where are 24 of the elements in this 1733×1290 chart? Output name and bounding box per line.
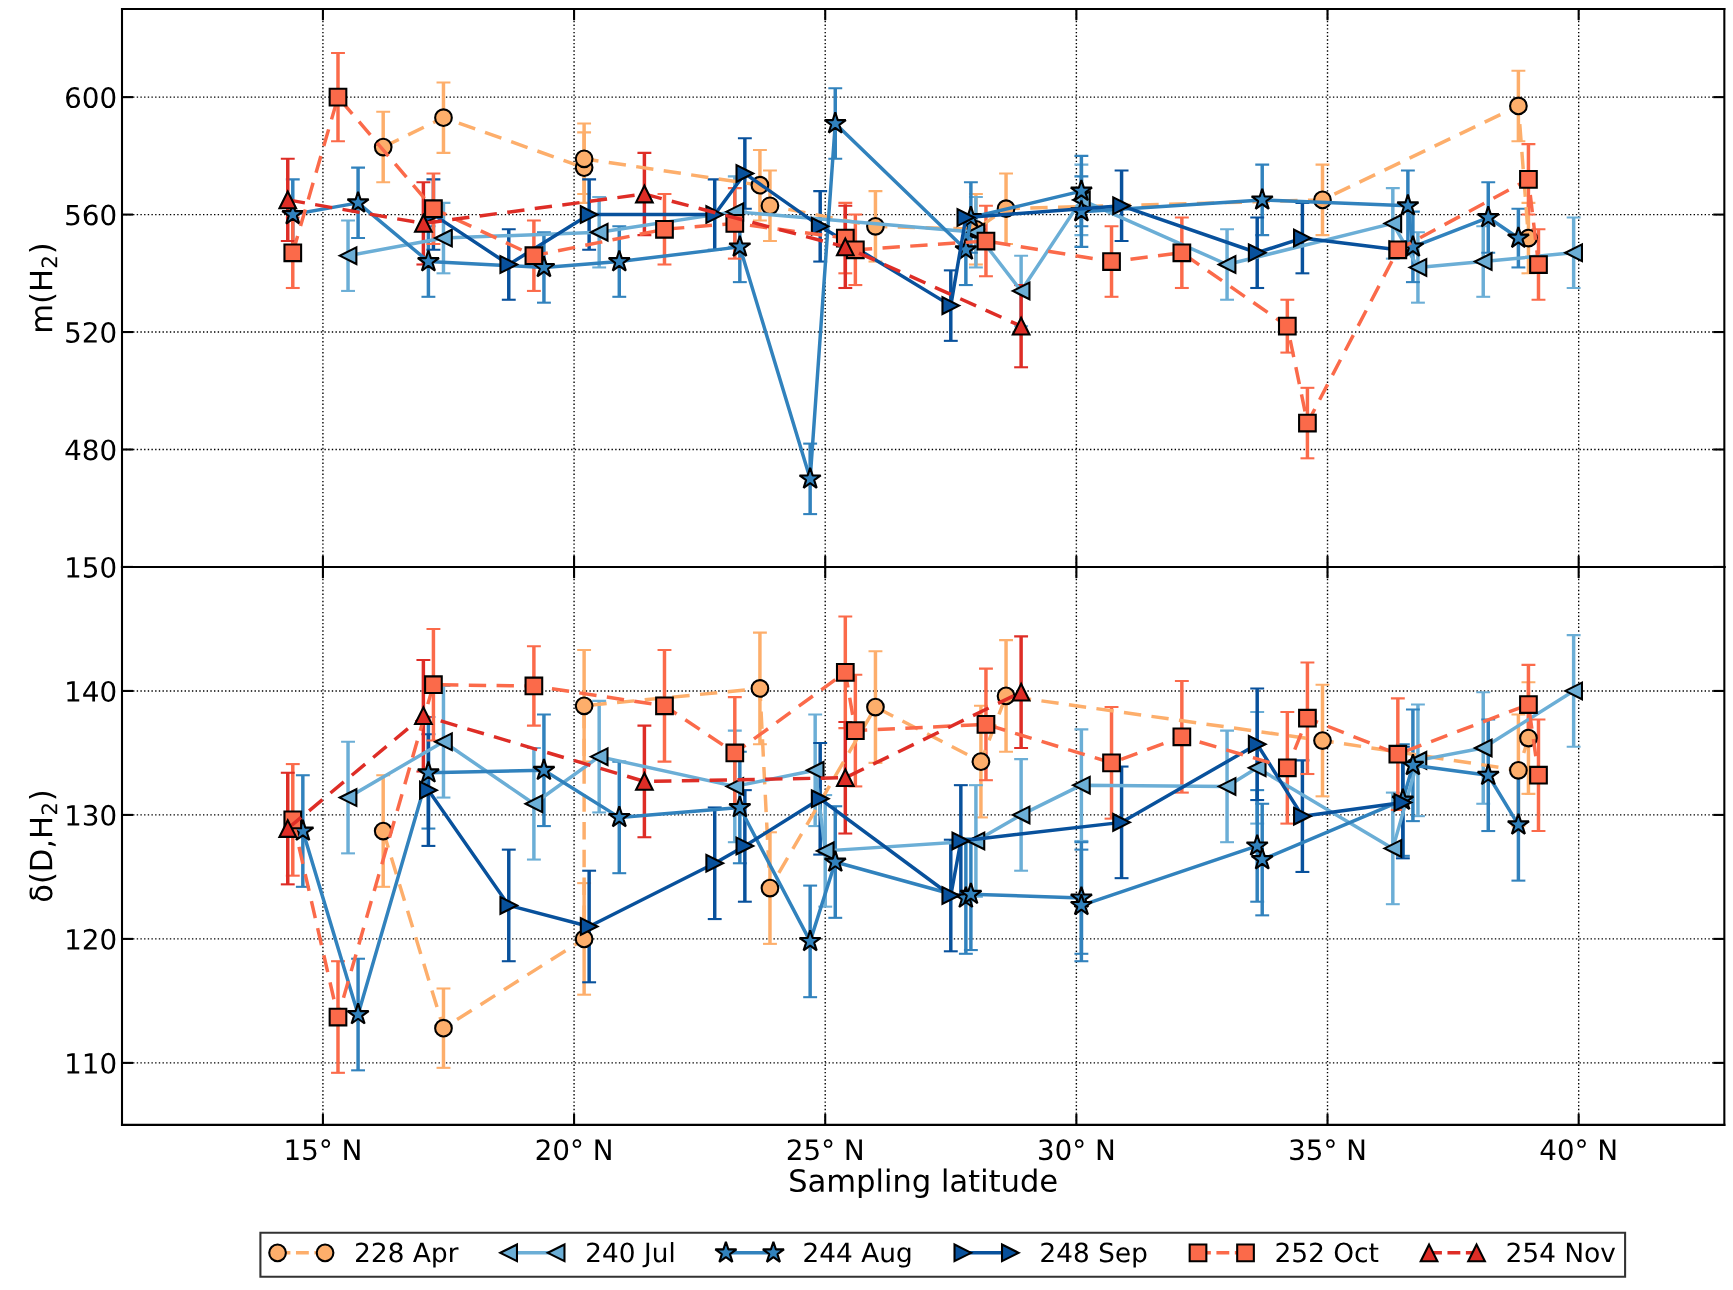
y-tick-label: 480 bbox=[65, 439, 116, 461]
y-axis-title: δ(D,H$_{2}$) bbox=[28, 791, 58, 902]
x-tick-label: 25° N bbox=[787, 1139, 862, 1161]
legend-label: 252 Oct bbox=[1276, 1242, 1379, 1263]
x-tick-label: 15° N bbox=[286, 1139, 360, 1161]
x-tick-label: 40° N bbox=[1540, 1139, 1616, 1161]
y-tick-label: 150 bbox=[67, 556, 116, 578]
x-tick-label: 20° N bbox=[536, 1139, 611, 1161]
y-tick-label: 110 bbox=[67, 1052, 116, 1074]
legend-label: 240 Jul bbox=[587, 1242, 674, 1268]
y-tick-label: 140 bbox=[67, 680, 116, 702]
legend-label: 248 Sep bbox=[1041, 1242, 1147, 1268]
legend-label: 244 Aug bbox=[804, 1242, 911, 1268]
y-tick-label: 120 bbox=[67, 928, 116, 950]
y-axis-title: m(H$_{2}$) bbox=[28, 244, 58, 331]
y-tick-label: 600 bbox=[66, 87, 116, 109]
y-tick-label: 130 bbox=[67, 804, 116, 826]
x-axis-title: Sampling latitude bbox=[790, 1168, 1057, 1198]
y-tick-label: 520 bbox=[66, 321, 116, 343]
legend-label: 254 Nov bbox=[1507, 1242, 1616, 1263]
x-tick-label: 35° N bbox=[1290, 1139, 1365, 1161]
y-tick-label: 560 bbox=[66, 204, 116, 226]
legend-label: 228 Apr bbox=[356, 1242, 459, 1268]
x-tick-label: 30° N bbox=[1039, 1139, 1114, 1161]
